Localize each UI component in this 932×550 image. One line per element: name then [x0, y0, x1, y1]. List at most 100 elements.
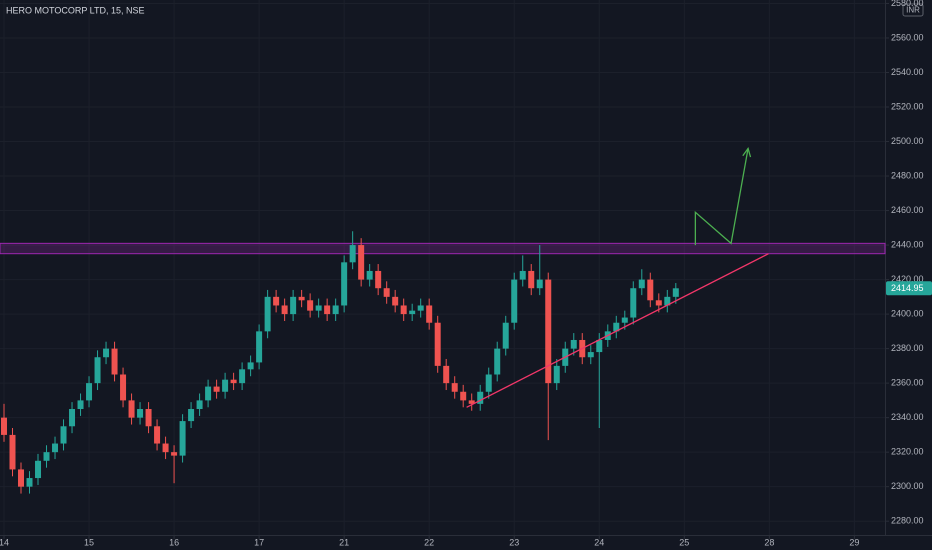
candle-body	[26, 478, 33, 487]
x-tick-label: 24	[594, 537, 604, 547]
candle-body	[358, 245, 365, 280]
x-tick-label: 14	[0, 537, 9, 547]
y-tick-label: 2400.00	[891, 308, 924, 318]
candle-body	[315, 305, 322, 311]
candle-body	[128, 400, 135, 418]
candle-body	[375, 270, 382, 289]
candle-body	[477, 391, 484, 404]
y-tick-label: 2480.00	[891, 170, 924, 180]
candle-body	[587, 352, 594, 358]
candle-body	[120, 374, 127, 401]
candle-body	[630, 288, 637, 318]
last-price-box	[886, 281, 932, 296]
candle-body	[647, 279, 654, 301]
x-tick-label: 23	[509, 537, 519, 547]
y-tick-label: 2320.00	[891, 447, 924, 457]
candle-body	[672, 288, 679, 297]
candle-body	[60, 426, 67, 444]
candle-body	[392, 296, 399, 306]
candle-body	[9, 434, 16, 470]
candle-body	[621, 317, 628, 323]
candle-body	[400, 305, 407, 315]
candle-body	[171, 452, 178, 456]
x-tick-label: 25	[679, 537, 689, 547]
chart-title: HERO MOTOCORP LTD, 15, NSE	[6, 5, 145, 15]
candle-body	[290, 296, 297, 315]
candle-body	[298, 296, 305, 301]
candle-body	[111, 348, 118, 375]
candle-body	[494, 348, 501, 375]
x-tick-label: 22	[424, 537, 434, 547]
candle-body	[239, 369, 246, 384]
candle-body	[613, 322, 620, 332]
candle-body	[307, 300, 314, 311]
candle-body	[451, 383, 458, 392]
candle-body	[341, 262, 348, 306]
candle-body	[0, 417, 7, 435]
candle-body	[511, 279, 518, 323]
candle-body	[69, 409, 76, 427]
candle-body	[188, 409, 195, 422]
x-tick-label: 16	[169, 537, 179, 547]
candle-body	[545, 279, 552, 384]
candle-body	[179, 421, 186, 456]
x-tick-label: 29	[849, 537, 859, 547]
y-tick-label: 2520.00	[891, 101, 924, 111]
x-tick-label: 28	[764, 537, 774, 547]
candle-body	[196, 400, 203, 410]
candle-body	[664, 296, 671, 306]
currency-label: INR	[906, 6, 920, 15]
candle-body	[145, 409, 152, 427]
y-tick-label: 2420.00	[891, 274, 924, 284]
candle-body	[502, 322, 509, 349]
candle-body	[655, 300, 662, 306]
y-tick-label: 2440.00	[891, 239, 924, 249]
candle-body	[443, 365, 450, 384]
candle-body	[570, 339, 577, 349]
x-tick-label: 15	[84, 537, 94, 547]
trendline	[466, 253, 769, 408]
candle-body	[426, 305, 433, 323]
candle-body	[553, 365, 560, 384]
candle-body	[86, 383, 93, 401]
candle-body	[213, 386, 220, 392]
candle-body	[638, 279, 645, 289]
candle-body	[596, 339, 603, 353]
y-tick-label: 2360.00	[891, 378, 924, 388]
candle-body	[434, 322, 441, 366]
y-tick-label: 2540.00	[891, 67, 924, 77]
candle-body	[536, 279, 543, 289]
candle-body	[485, 374, 492, 392]
candle-body	[332, 305, 339, 315]
y-tick-label: 2560.00	[891, 32, 924, 42]
y-tick-label: 2380.00	[891, 343, 924, 353]
candle-body	[349, 245, 356, 263]
candle-body	[43, 452, 50, 461]
candle-body	[528, 270, 535, 289]
candle-body	[519, 270, 526, 280]
y-tick-label: 2300.00	[891, 481, 924, 491]
candle-body	[137, 409, 144, 418]
candle-body	[460, 391, 467, 401]
candle-body	[417, 305, 424, 311]
candle-body	[18, 469, 25, 487]
candle-body	[162, 443, 169, 453]
candle-body	[256, 331, 263, 363]
x-tick-label: 17	[254, 537, 264, 547]
candle-body	[281, 305, 288, 315]
currency-box	[902, 3, 924, 17]
candle-body	[35, 460, 42, 479]
candle-body	[103, 348, 110, 358]
y-tick-label: 2580.00	[891, 0, 924, 8]
candle-body	[247, 362, 254, 370]
candle-body	[468, 400, 475, 404]
candle-body	[77, 400, 84, 410]
projection-arrow	[694, 148, 749, 246]
candle-body	[409, 310, 416, 315]
x-tick-label: 21	[339, 537, 349, 547]
arrow-head	[742, 146, 752, 158]
y-tick-label: 2500.00	[891, 136, 924, 146]
y-tick-label: 2460.00	[891, 205, 924, 215]
